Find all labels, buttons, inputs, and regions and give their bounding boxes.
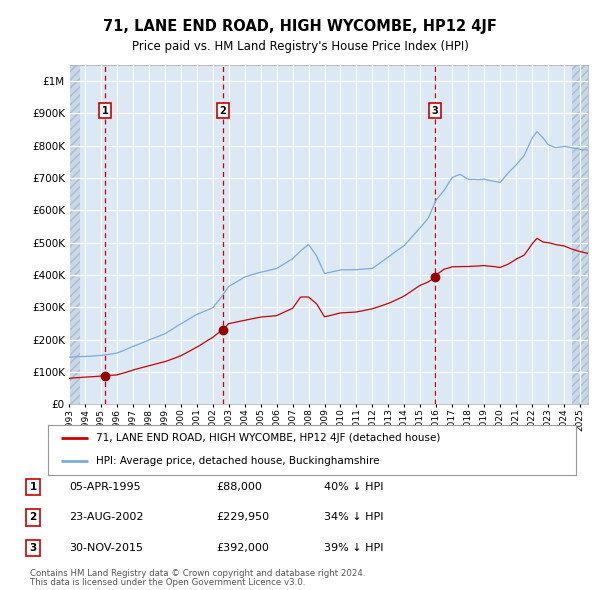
Text: £392,000: £392,000 [216,543,269,553]
Text: 3: 3 [29,543,37,553]
Text: 2: 2 [220,106,226,116]
Text: 23-AUG-2002: 23-AUG-2002 [69,513,143,522]
Text: 30-NOV-2015: 30-NOV-2015 [69,543,143,553]
Text: 71, LANE END ROAD, HIGH WYCOMBE, HP12 4JF (detached house): 71, LANE END ROAD, HIGH WYCOMBE, HP12 4J… [95,433,440,443]
Bar [572,65,588,404]
Text: This data is licensed under the Open Government Licence v3.0.: This data is licensed under the Open Gov… [30,578,305,588]
Text: 39% ↓ HPI: 39% ↓ HPI [324,543,383,553]
Bar [69,65,80,404]
Text: £88,000: £88,000 [216,482,262,491]
Text: 71, LANE END ROAD, HIGH WYCOMBE, HP12 4JF: 71, LANE END ROAD, HIGH WYCOMBE, HP12 4J… [103,19,497,34]
Text: Price paid vs. HM Land Registry's House Price Index (HPI): Price paid vs. HM Land Registry's House … [131,40,469,53]
Text: 40% ↓ HPI: 40% ↓ HPI [324,482,383,491]
Text: 1: 1 [29,482,37,491]
Text: 2: 2 [29,513,37,522]
Text: £229,950: £229,950 [216,513,269,522]
Text: 34% ↓ HPI: 34% ↓ HPI [324,513,383,522]
Text: Contains HM Land Registry data © Crown copyright and database right 2024.: Contains HM Land Registry data © Crown c… [30,569,365,578]
Text: 1: 1 [102,106,109,116]
Text: 05-APR-1995: 05-APR-1995 [69,482,140,491]
Text: 3: 3 [431,106,439,116]
Text: HPI: Average price, detached house, Buckinghamshire: HPI: Average price, detached house, Buck… [95,457,379,467]
